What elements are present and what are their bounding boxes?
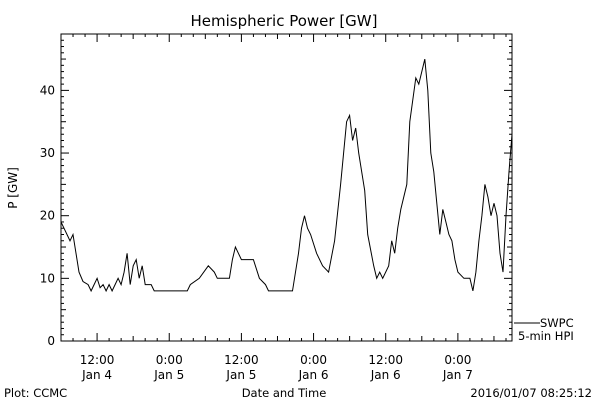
x-tick-label-time: 0:00 (156, 353, 183, 367)
x-tick-label-date: Jan 6 (298, 368, 329, 382)
x-tick-label-date: Jan 5 (225, 368, 256, 382)
y-tick-label: 0 (47, 334, 55, 348)
y-tick-label: 20 (40, 209, 55, 223)
x-tick-label-time: 12:00 (224, 353, 259, 367)
footer-plot-credit: Plot: CCMC (4, 386, 67, 400)
legend: SWPC 5-min HPI (514, 316, 574, 343)
x-axis-label: Date and Time (242, 386, 327, 400)
y-tick-label: 40 (40, 83, 55, 97)
x-tick-label-date: Jan 6 (370, 368, 401, 382)
legend-entry-swpc: SWPC (540, 316, 574, 330)
y-tick-label: 10 (40, 271, 55, 285)
footer-timestamp: 2016/01/07 08:25:12 (470, 386, 592, 400)
x-tick-label-time: 0:00 (300, 353, 327, 367)
y-axis-label: P [GW] (6, 167, 20, 209)
series-line (60, 58, 513, 293)
x-tick-label-date: Jan 4 (81, 368, 112, 382)
x-tick-label-date: Jan 7 (442, 368, 473, 382)
legend-entry-5min-hpi: 5-min HPI (518, 329, 574, 343)
y-tick-label: 30 (40, 146, 55, 160)
x-tick-label-date: Jan 5 (153, 368, 184, 382)
x-tick-label-time: 12:00 (80, 353, 115, 367)
y-axis: 0 10 20 30 40 (40, 33, 512, 348)
x-tick-label-time: 0:00 (444, 353, 471, 367)
x-tick-label-time: 12:00 (368, 353, 403, 367)
chart-title: Hemispheric Power [GW] (191, 12, 378, 30)
plot-frame (60, 33, 513, 342)
